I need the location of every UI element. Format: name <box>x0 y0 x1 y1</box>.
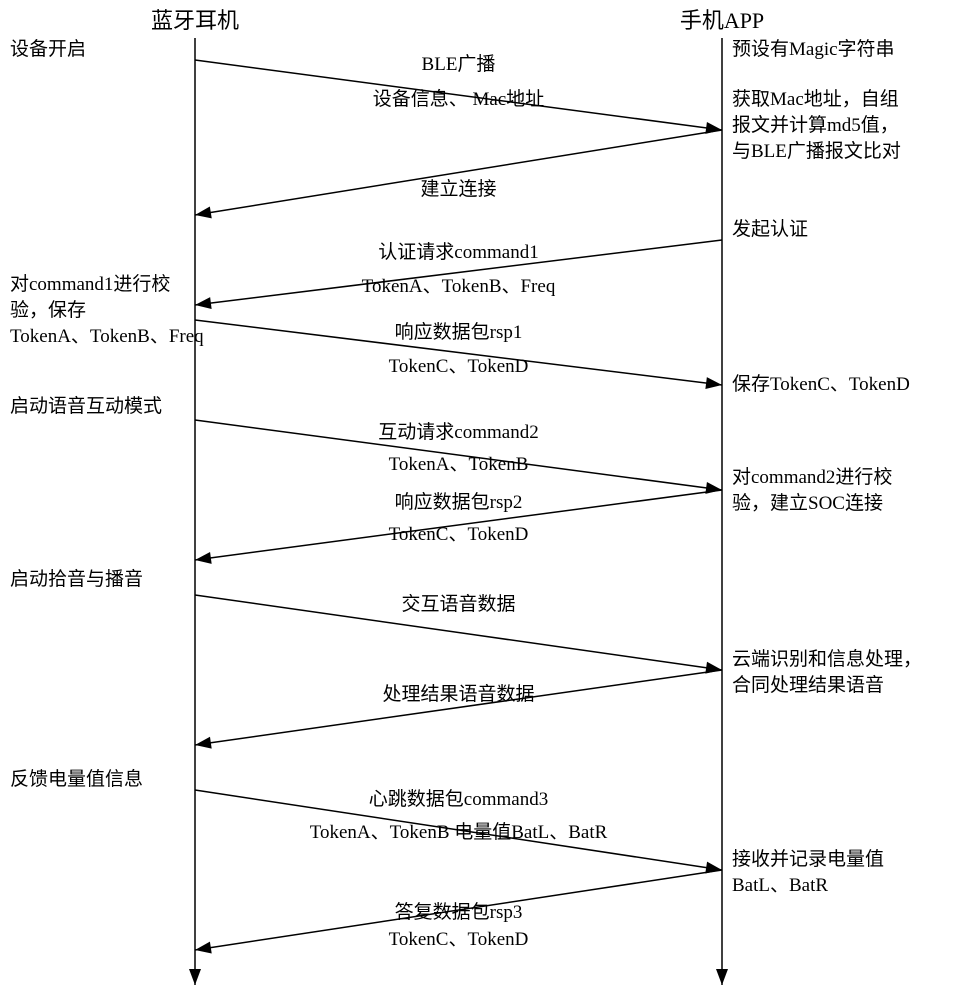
arrowhead <box>189 969 201 985</box>
message-label: 响应数据包rsp2 <box>395 491 523 513</box>
message-label: 建立连接 <box>420 178 496 200</box>
side-note-right: 报文并计算md5值， <box>732 114 899 136</box>
message-label: TokenA、TokenB 电量值BatL、BatR <box>310 821 608 843</box>
message-label: TokenC、TokenD <box>389 356 529 377</box>
side-note-right: 合同处理结果语音 <box>732 674 884 696</box>
message-label: TokenC、TokenD <box>389 524 529 545</box>
side-note-right: 与BLE广播报文比对 <box>732 140 901 162</box>
arrowhead <box>716 969 728 985</box>
side-note-left: 验，保存 <box>10 299 86 321</box>
arrowhead <box>195 737 212 749</box>
side-note-left: 设备开启 <box>10 38 86 60</box>
arrowhead <box>195 942 212 954</box>
message-label: TokenC、TokenD <box>389 929 529 950</box>
side-note-left: 对command1进行校 <box>10 273 170 295</box>
arrowhead <box>195 297 212 309</box>
side-note-right: 验，建立SOC连接 <box>732 492 883 514</box>
message-label: BLE广播 <box>422 53 496 75</box>
message-label: 响应数据包rsp1 <box>395 321 523 343</box>
message-label: 心跳数据包command3 <box>369 788 548 810</box>
message-arrow <box>195 130 722 215</box>
message-label: 答复数据包rsp3 <box>395 901 523 923</box>
message-label: TokenA、TokenB、Freq <box>362 276 556 297</box>
side-note-right: 保存TokenC、TokenD <box>732 373 910 395</box>
arrowhead <box>195 207 212 219</box>
lifeline-title-left: 蓝牙耳机 <box>151 8 239 33</box>
message-label: 处理结果语音数据 <box>382 683 534 705</box>
side-note-left: 反馈电量值信息 <box>10 768 143 790</box>
side-note-right: 对command2进行校 <box>732 466 892 488</box>
sequence-diagram: 蓝牙耳机 手机APP BLE广播设备信息、 Mac地址建立连接认证请求command… <box>0 0 957 1000</box>
message-label: 设备信息、 Mac地址 <box>373 88 545 110</box>
message-arrow <box>195 670 722 745</box>
arrowhead <box>195 552 212 564</box>
side-note-right: 云端识别和信息处理， <box>732 648 922 670</box>
arrowhead <box>705 377 722 389</box>
lifeline-title-right: 手机APP <box>680 8 764 33</box>
side-note-right: 预设有Magic字符串 <box>732 38 895 60</box>
side-note-left: TokenA、TokenB、Freq <box>10 326 204 347</box>
side-note-right: 发起认证 <box>732 218 808 240</box>
side-note-right: 获取Mac地址，自组 <box>732 88 899 110</box>
message-label: 互动请求command2 <box>378 421 538 443</box>
side-note-right: BatL、BatR <box>732 875 828 896</box>
side-note-right: 接收并记录电量值 <box>732 848 884 870</box>
side-note-left: 启动拾音与播音 <box>10 568 143 590</box>
message-label: 交互语音数据 <box>401 593 515 615</box>
message-label: TokenA、TokenB <box>389 454 529 475</box>
side-note-left: 启动语音互动模式 <box>10 395 162 417</box>
message-label: 认证请求command1 <box>378 241 538 263</box>
